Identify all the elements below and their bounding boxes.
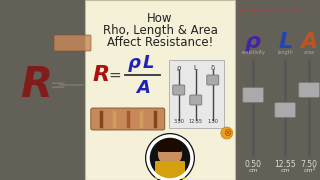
Text: ρ: ρ bbox=[177, 65, 181, 71]
Text: A: A bbox=[300, 32, 318, 52]
Text: A: A bbox=[136, 79, 150, 97]
FancyBboxPatch shape bbox=[299, 82, 320, 98]
FancyBboxPatch shape bbox=[173, 85, 185, 95]
Text: cm: cm bbox=[248, 168, 258, 173]
Text: ρ: ρ bbox=[245, 32, 261, 52]
Text: δ: δ bbox=[211, 65, 215, 71]
Text: 1.50: 1.50 bbox=[207, 119, 218, 124]
Circle shape bbox=[221, 127, 233, 139]
Text: 12.55: 12.55 bbox=[189, 119, 203, 124]
Circle shape bbox=[145, 133, 195, 180]
Text: resistivity: resistivity bbox=[241, 50, 265, 55]
FancyBboxPatch shape bbox=[275, 102, 296, 118]
Text: cm: cm bbox=[280, 168, 290, 173]
FancyBboxPatch shape bbox=[169, 60, 224, 128]
Text: area: area bbox=[304, 50, 315, 55]
Text: 0.50: 0.50 bbox=[245, 160, 262, 169]
FancyBboxPatch shape bbox=[85, 0, 235, 180]
Text: R: R bbox=[20, 64, 52, 106]
Text: L: L bbox=[143, 54, 154, 72]
Circle shape bbox=[158, 142, 182, 166]
Text: =: = bbox=[50, 75, 67, 94]
FancyBboxPatch shape bbox=[155, 161, 185, 179]
Text: cm²: cm² bbox=[303, 168, 315, 173]
FancyBboxPatch shape bbox=[158, 138, 182, 152]
FancyBboxPatch shape bbox=[207, 75, 219, 85]
Text: How: How bbox=[147, 12, 173, 25]
Text: ⊗: ⊗ bbox=[223, 128, 231, 138]
Text: L: L bbox=[278, 32, 292, 52]
Text: Affect Resistance!: Affect Resistance! bbox=[107, 36, 213, 49]
Text: length: length bbox=[277, 50, 293, 55]
Text: ρ: ρ bbox=[128, 54, 141, 72]
Text: 3.50: 3.50 bbox=[173, 119, 184, 124]
FancyBboxPatch shape bbox=[91, 108, 165, 130]
FancyBboxPatch shape bbox=[190, 95, 202, 105]
Text: resistance = 0.837 ohms: resistance = 0.837 ohms bbox=[237, 8, 316, 13]
Text: L: L bbox=[194, 65, 198, 71]
Text: 12.55: 12.55 bbox=[274, 160, 296, 169]
FancyBboxPatch shape bbox=[54, 35, 91, 51]
Text: 7.50: 7.50 bbox=[301, 160, 318, 169]
FancyBboxPatch shape bbox=[243, 87, 264, 102]
Text: R: R bbox=[93, 65, 110, 85]
Text: Rho, Length & Area: Rho, Length & Area bbox=[103, 24, 217, 37]
Text: =: = bbox=[109, 68, 122, 82]
